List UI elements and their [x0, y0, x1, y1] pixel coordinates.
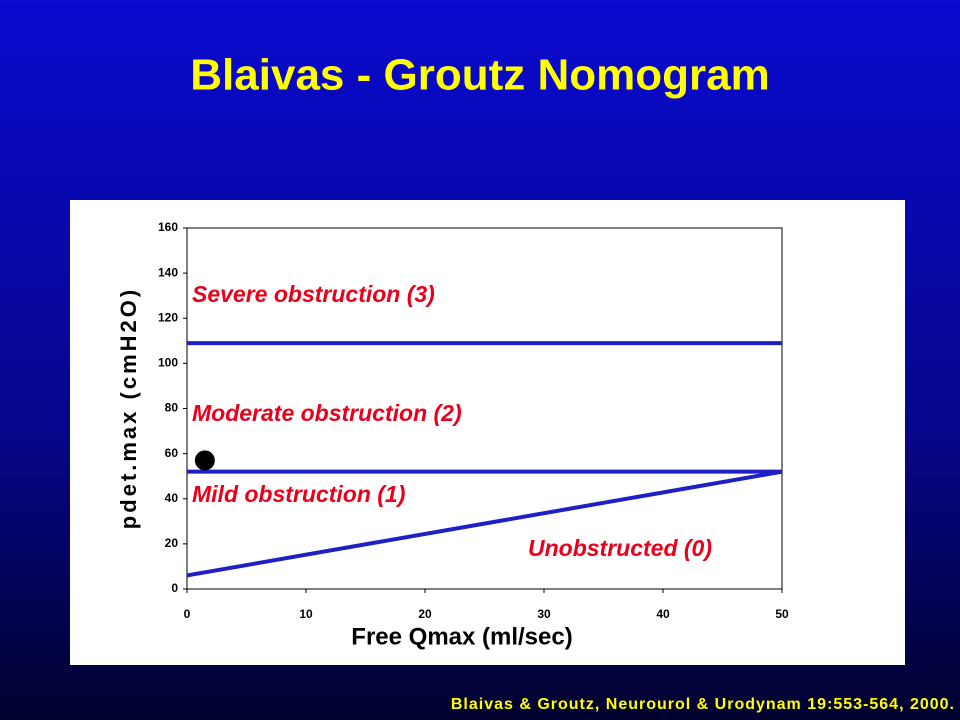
chart-panel	[70, 200, 905, 665]
slide-title: Blaivas - Groutz Nomogram	[190, 51, 769, 100]
y-tick-label: 100	[158, 356, 178, 370]
x-tick-label: 0	[184, 607, 191, 621]
x-tick-label: 10	[299, 607, 313, 621]
boundary-line	[186, 469, 783, 578]
zone-label: Unobstructed (0)	[528, 535, 712, 561]
y-axis-label: pdet.max (cmH2O)	[116, 287, 141, 529]
zone-label: Severe obstruction (3)	[192, 281, 435, 307]
zone-label: Moderate obstruction (2)	[192, 400, 462, 426]
y-tick-label: 140	[158, 265, 178, 279]
zone-label: Mild obstruction (1)	[192, 481, 405, 507]
y-tick-label: 80	[165, 401, 179, 415]
y-tick-label: 60	[165, 446, 179, 460]
x-tick-label: 20	[418, 607, 432, 621]
y-tick-label: 0	[171, 581, 178, 595]
y-tick-label: 160	[158, 220, 178, 234]
x-axis-label: Free Qmax (ml/sec)	[351, 623, 572, 650]
y-tick-label: 40	[165, 491, 179, 505]
citation: Blaivas & Groutz, Neurourol & Urodynam 1…	[451, 696, 955, 713]
data-point	[194, 450, 215, 471]
x-tick-label: 30	[537, 607, 551, 621]
y-tick-label: 20	[165, 536, 179, 550]
y-tick-label: 120	[158, 310, 178, 324]
x-tick-label: 40	[656, 607, 670, 621]
x-tick-label: 50	[775, 607, 789, 621]
